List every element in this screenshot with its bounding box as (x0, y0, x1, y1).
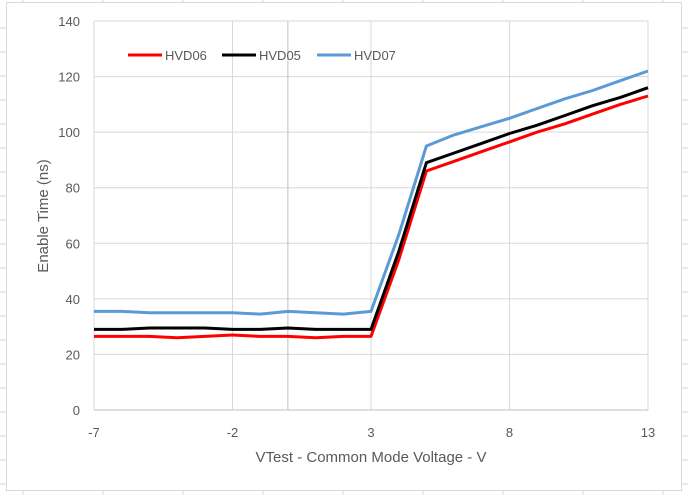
y-tick-label: 100 (58, 125, 80, 140)
y-tick-label: 80 (66, 181, 80, 196)
series-line-hvd07[interactable] (94, 69, 649, 316)
legend-label: HVD07 (354, 48, 396, 63)
x-axis-tick-labels: -7 -2 3 8 13 (88, 425, 655, 440)
gridlines (93, 20, 649, 410)
y-tick-label: 0 (73, 403, 80, 418)
legend-label: HVD06 (165, 48, 207, 63)
y-tick-label: 20 (66, 347, 80, 362)
y-tick-label: 140 (58, 14, 80, 29)
x-tick-label: -2 (227, 425, 239, 440)
x-tick-label: 8 (506, 425, 513, 440)
x-axis-title: VTest - Common Mode Voltage - V (256, 449, 487, 466)
series-line-hvd05[interactable] (94, 86, 649, 331)
series-line-hvd06[interactable] (94, 94, 649, 340)
x-tick-label: -7 (88, 425, 100, 440)
y-tick-label: 120 (58, 70, 80, 85)
y-axis-title: Enable Time (ns) (35, 159, 52, 272)
data-series (94, 69, 649, 340)
y-axis-tick-labels: 0 20 40 60 80 100 120 140 (58, 14, 80, 418)
legend[interactable]: HVD06 HVD05 HVD07 (128, 48, 396, 63)
y-tick-label: 40 (66, 292, 80, 307)
x-tick-label: 13 (641, 425, 655, 440)
legend-item-hvd06[interactable]: HVD06 (128, 48, 207, 63)
legend-item-hvd07[interactable]: HVD07 (317, 48, 396, 63)
legend-label: HVD05 (259, 48, 301, 63)
x-tick-label: 3 (367, 425, 374, 440)
legend-item-hvd05[interactable]: HVD05 (222, 48, 301, 63)
y-tick-label: 60 (66, 236, 80, 251)
